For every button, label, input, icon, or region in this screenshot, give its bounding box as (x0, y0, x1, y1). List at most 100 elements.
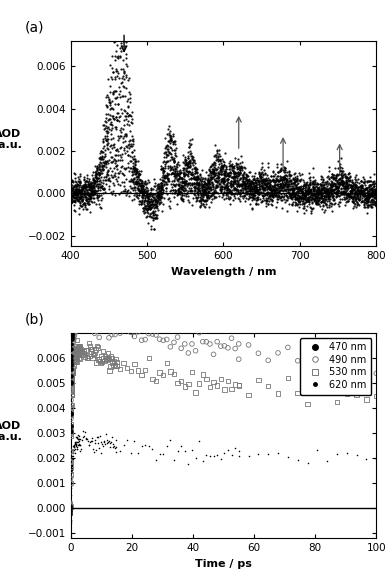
Point (87, 188, 94, 198)
Point (238, 179, 245, 188)
Point (176, 183, 182, 192)
Point (155, 179, 161, 188)
Point (296, 176, 302, 185)
Point (102, 175, 108, 184)
Point (85, 194, 91, 204)
Point (69, 318, 75, 327)
Point (322, 195, 328, 205)
Point (339, 190, 345, 199)
Point (206, 164, 212, 173)
Point (92, 167, 98, 177)
Point (156, 450, 163, 459)
Point (134, 178, 140, 188)
Point (150, 210, 156, 219)
Point (161, 193, 167, 202)
Point (188, 152, 194, 161)
Point (283, 176, 289, 185)
Point (353, 182, 359, 191)
Point (204, 191, 211, 201)
Point (334, 355, 340, 364)
Point (96, 199, 102, 209)
Point (269, 181, 276, 191)
Point (70, 298, 76, 307)
Point (148, 197, 154, 206)
Point (258, 187, 264, 197)
Point (151, 211, 158, 220)
Point (304, 355, 310, 364)
Point (139, 192, 145, 201)
Point (145, 191, 151, 201)
Point (81, 182, 87, 191)
Point (271, 177, 278, 187)
Point (254, 199, 261, 209)
Point (93, 177, 99, 186)
Point (95, 168, 102, 178)
Point (320, 177, 327, 187)
Point (352, 183, 358, 192)
Point (68, 429, 74, 439)
Point (153, 192, 160, 202)
Point (78, 193, 84, 202)
Point (276, 183, 282, 192)
Point (326, 192, 332, 202)
Point (73, 191, 80, 200)
Point (246, 167, 252, 176)
Point (216, 191, 222, 201)
Point (332, 182, 339, 191)
Point (120, 133, 126, 143)
Point (97, 202, 103, 211)
Point (94, 432, 100, 441)
Point (68, 423, 74, 432)
Point (103, 92, 109, 102)
Point (372, 184, 378, 194)
Point (132, 160, 138, 169)
Point (132, 167, 139, 177)
Point (88, 345, 94, 354)
Point (180, 195, 186, 204)
Point (336, 164, 342, 173)
Point (226, 186, 232, 195)
Point (211, 187, 218, 197)
Point (312, 191, 318, 201)
Point (232, 177, 238, 187)
Point (294, 179, 300, 188)
Point (76, 194, 82, 203)
Point (192, 190, 198, 199)
Point (260, 183, 266, 192)
Point (207, 191, 213, 201)
Point (146, 204, 152, 213)
Point (206, 178, 212, 187)
Point (167, 135, 174, 144)
Point (354, 198, 360, 207)
Point (285, 187, 291, 197)
Point (269, 186, 275, 195)
Point (160, 199, 166, 208)
Point (125, 102, 131, 111)
Point (238, 186, 244, 195)
Point (146, 353, 152, 363)
Point (227, 178, 233, 188)
Point (132, 156, 138, 166)
Point (278, 179, 285, 188)
Point (207, 182, 213, 191)
Point (261, 178, 268, 187)
Point (131, 169, 138, 178)
Point (93, 358, 99, 367)
Point (354, 191, 361, 200)
Point (145, 197, 151, 206)
Point (152, 178, 159, 188)
Point (356, 194, 362, 204)
Point (279, 174, 286, 184)
Point (263, 180, 269, 190)
Point (114, 108, 120, 118)
Point (78, 191, 85, 201)
Point (193, 176, 200, 185)
Point (85, 338, 92, 347)
Point (264, 175, 270, 184)
Point (68, 345, 74, 354)
Point (159, 181, 165, 190)
Point (374, 184, 381, 194)
Point (169, 165, 176, 174)
Point (284, 180, 290, 189)
Point (133, 166, 139, 176)
